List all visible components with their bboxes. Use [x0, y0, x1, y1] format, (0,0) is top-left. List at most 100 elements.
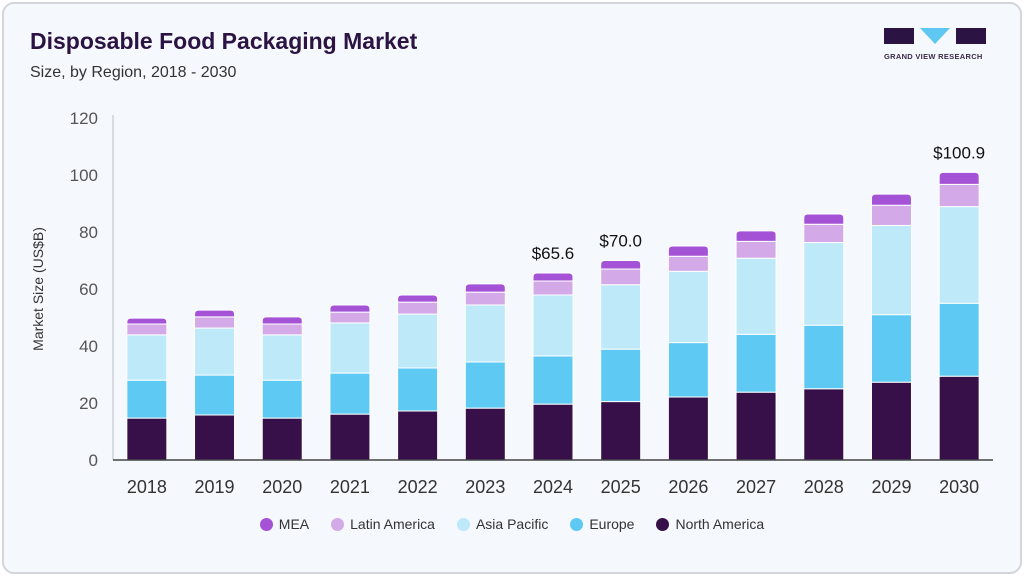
x-tick-label: 2019 — [195, 477, 235, 497]
grand-view-research-logo — [884, 28, 986, 44]
legend-item: Latin America — [331, 516, 435, 532]
logo-text: GRAND VIEW RESEARCH — [884, 52, 983, 61]
bar-segment-north-america — [126, 417, 168, 461]
bar-segment-latin-america — [532, 280, 574, 296]
bar-segment-north-america — [735, 391, 777, 461]
x-tick-label: 2020 — [262, 477, 302, 497]
legend-label: MEA — [278, 516, 310, 532]
bar-segment-latin-america — [600, 268, 642, 286]
bar-segment-asia-pacific — [735, 257, 777, 335]
bar-segment-asia-pacific — [870, 224, 912, 316]
bar-segment-north-america — [938, 375, 980, 461]
x-tick-label: 2025 — [601, 477, 641, 497]
legend-item: Asia Pacific — [456, 516, 549, 532]
bar-segment-north-america — [464, 407, 506, 461]
legend-label: North America — [675, 516, 765, 532]
bar-segment-mea — [803, 213, 845, 225]
bar-segment-europe — [126, 379, 168, 419]
bar-segment-mea — [938, 171, 980, 185]
bar-segment-europe — [938, 302, 980, 377]
bar-segment-mea — [194, 309, 236, 318]
bar-segment-mea — [329, 304, 371, 313]
bar-segment-north-america — [667, 396, 709, 461]
bar-segment-latin-america — [938, 183, 980, 208]
total-value-label: $70.0 — [599, 232, 642, 251]
bar-segment-europe — [532, 355, 574, 405]
chart-subtitle: Size, by Region, 2018 - 2030 — [30, 64, 237, 81]
bar-segment-north-america — [329, 413, 371, 461]
bar-segment-asia-pacific — [938, 206, 980, 304]
legend-label: Europe — [589, 516, 635, 532]
y-tick-label: 80 — [79, 223, 98, 242]
x-tick-label: 2018 — [127, 477, 167, 497]
bar-segment-asia-pacific — [194, 327, 236, 376]
x-tick-label: 2029 — [871, 477, 911, 497]
bar-segment-asia-pacific — [600, 284, 642, 350]
bar-segment-north-america — [194, 414, 236, 461]
bar-segment-asia-pacific — [126, 334, 168, 381]
x-tick-label: 2027 — [736, 477, 776, 497]
bar-segment-asia-pacific — [464, 304, 506, 363]
x-tick-label: 2030 — [939, 477, 979, 497]
total-value-label: $65.6 — [532, 244, 575, 263]
bar-segment-latin-america — [329, 311, 371, 324]
legend-item: MEA — [259, 516, 310, 532]
bar-segment-mea — [464, 283, 506, 293]
bar-segment-north-america — [397, 410, 439, 461]
y-axis-title: Market Size (US$B) — [30, 227, 46, 351]
x-tick-label: 2024 — [533, 477, 573, 497]
bar-segment-latin-america — [735, 240, 777, 259]
bar-segment-europe — [194, 374, 236, 416]
x-tick-label: 2028 — [804, 477, 844, 497]
bar-segment-europe — [464, 361, 506, 409]
bar-segment-asia-pacific — [667, 270, 709, 344]
bar-segment-north-america — [600, 401, 642, 461]
bar-segment-mea — [667, 245, 709, 257]
bar-segment-latin-america — [126, 323, 168, 336]
bar-segment-europe — [397, 367, 439, 412]
bar-segment-latin-america — [194, 316, 236, 329]
bar-segment-mea — [397, 294, 439, 303]
bar-segment-europe — [600, 348, 642, 403]
legend: MEA Latin America Asia Pacific Europe North … — [0, 516, 1024, 532]
bar-segment-mea — [126, 317, 168, 325]
bar-segment-asia-pacific — [329, 322, 371, 374]
total-value-label: $100.9 — [933, 143, 985, 162]
bar-segment-mea — [735, 230, 777, 242]
bar-segment-europe — [735, 333, 777, 393]
bar-segment-asia-pacific — [532, 294, 574, 357]
bar-segment-europe — [870, 314, 912, 383]
legend-item: Europe — [570, 516, 634, 532]
bar-segment-latin-america — [667, 255, 709, 272]
bar-segment-north-america — [870, 381, 912, 461]
bar-segment-north-america — [532, 403, 574, 461]
y-tick-label: 20 — [79, 394, 98, 413]
bar-segment-north-america — [261, 417, 303, 461]
legend-label: Asia Pacific — [475, 516, 549, 532]
bar-segment-mea — [870, 193, 912, 206]
bar-segment-europe — [261, 379, 303, 419]
bar-segment-north-america — [803, 388, 845, 461]
bar-segment-asia-pacific — [261, 334, 303, 381]
x-tick-label: 2021 — [330, 477, 370, 497]
legend-swatch-icon — [456, 517, 470, 531]
y-tick-label: 120 — [70, 109, 98, 128]
bar-segment-mea — [532, 272, 574, 282]
bar-segment-mea — [261, 316, 303, 325]
bar-segment-mea — [600, 260, 642, 270]
bar-segment-europe — [803, 324, 845, 390]
legend-swatch-icon — [570, 517, 584, 531]
legend-swatch-icon — [656, 517, 670, 531]
legend-item: North America — [656, 516, 764, 532]
bar-segment-europe — [329, 372, 371, 415]
bar-segment-asia-pacific — [397, 313, 439, 369]
legend-swatch-icon — [259, 517, 273, 531]
y-tick-label: 0 — [89, 451, 98, 470]
bar-segment-europe — [667, 342, 709, 398]
bar-segment-latin-america — [464, 291, 506, 306]
bar-segment-latin-america — [870, 204, 912, 226]
bar-segment-asia-pacific — [803, 242, 845, 326]
y-tick-label: 40 — [79, 337, 98, 356]
